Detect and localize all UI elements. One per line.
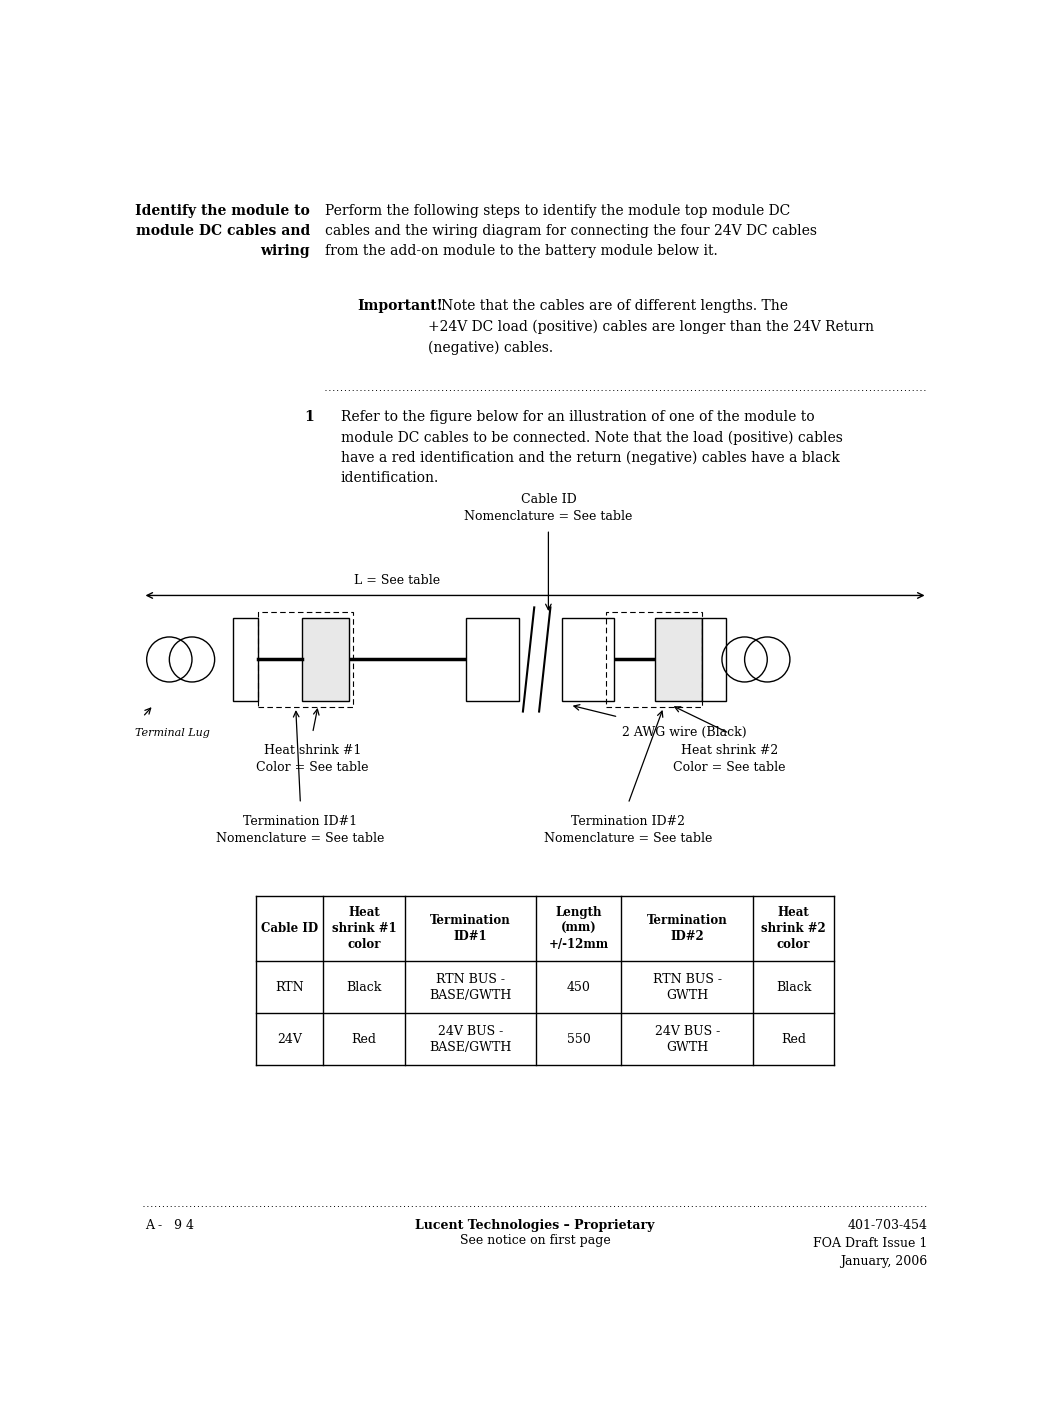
Text: Black: Black: [347, 981, 382, 993]
Text: 24V BUS -
BASE/GWTH: 24V BUS - BASE/GWTH: [429, 1024, 512, 1054]
Text: Black: Black: [776, 981, 811, 993]
Bar: [233, 619, 258, 700]
Bar: [607, 612, 702, 707]
Text: L = See table: L = See table: [355, 573, 441, 586]
Text: RTN BUS -
GWTH: RTN BUS - GWTH: [652, 972, 721, 1002]
Bar: [562, 619, 614, 700]
Text: Cable ID: Cable ID: [261, 921, 318, 936]
Text: Cable ID
Nomenclature = See table: Cable ID Nomenclature = See table: [465, 493, 633, 523]
Text: RTN BUS -
BASE/GWTH: RTN BUS - BASE/GWTH: [429, 972, 512, 1002]
Text: RTN: RTN: [276, 981, 304, 993]
Text: Termination ID#1
Nomenclature = See table: Termination ID#1 Nomenclature = See tabl…: [216, 814, 384, 844]
Bar: [258, 612, 353, 707]
Bar: [302, 619, 349, 700]
Text: Terminal Lug: Terminal Lug: [135, 728, 210, 738]
Bar: [467, 619, 519, 700]
Text: Refer to the figure below for an illustration of one of the module to
module DC : Refer to the figure below for an illustr…: [340, 410, 843, 485]
Text: Termination
ID#2: Termination ID#2: [646, 914, 728, 943]
Text: 401-703-454
FOA Draft Issue 1
January, 2006: 401-703-454 FOA Draft Issue 1 January, 2…: [813, 1219, 927, 1268]
Text: Lucent Technologies – Proprietary: Lucent Technologies – Proprietary: [416, 1219, 655, 1233]
Text: 24V: 24V: [278, 1033, 302, 1045]
Text: 1: 1: [305, 410, 314, 424]
Bar: [655, 619, 702, 700]
Bar: [702, 619, 726, 700]
Text: Red: Red: [781, 1033, 806, 1045]
Text: See notice on first page: See notice on first page: [459, 1234, 611, 1247]
Text: Length
(mm)
+/-12mm: Length (mm) +/-12mm: [549, 906, 609, 951]
Text: Note that the cables are of different lengths. The
+24V DC load (positive) cable: Note that the cables are of different le…: [428, 299, 874, 355]
Text: Red: Red: [352, 1033, 377, 1045]
Text: Heat shrink #2
Color = See table: Heat shrink #2 Color = See table: [673, 744, 785, 774]
Text: Perform the following steps to identify the module top module DC
cables and the : Perform the following steps to identify …: [325, 204, 816, 258]
Text: Identify the module to
module DC cables and
wiring: Identify the module to module DC cables …: [136, 204, 310, 258]
Text: Heat
shrink #2
color: Heat shrink #2 color: [761, 906, 826, 951]
Text: 550: 550: [567, 1033, 591, 1045]
Text: Termination
ID#1: Termination ID#1: [430, 914, 511, 943]
Text: A -   9 4: A - 9 4: [145, 1219, 194, 1233]
Text: 450: 450: [567, 981, 591, 993]
Text: 2 AWG wire (Black): 2 AWG wire (Black): [622, 726, 748, 738]
Text: 24V BUS -
GWTH: 24V BUS - GWTH: [655, 1024, 719, 1054]
Text: Heat
shrink #1
color: Heat shrink #1 color: [332, 906, 397, 951]
Text: Important!: Important!: [357, 299, 443, 313]
Text: Termination ID#2
Nomenclature = See table: Termination ID#2 Nomenclature = See tabl…: [544, 814, 712, 844]
Text: Heat shrink #1
Color = See table: Heat shrink #1 Color = See table: [256, 744, 369, 774]
